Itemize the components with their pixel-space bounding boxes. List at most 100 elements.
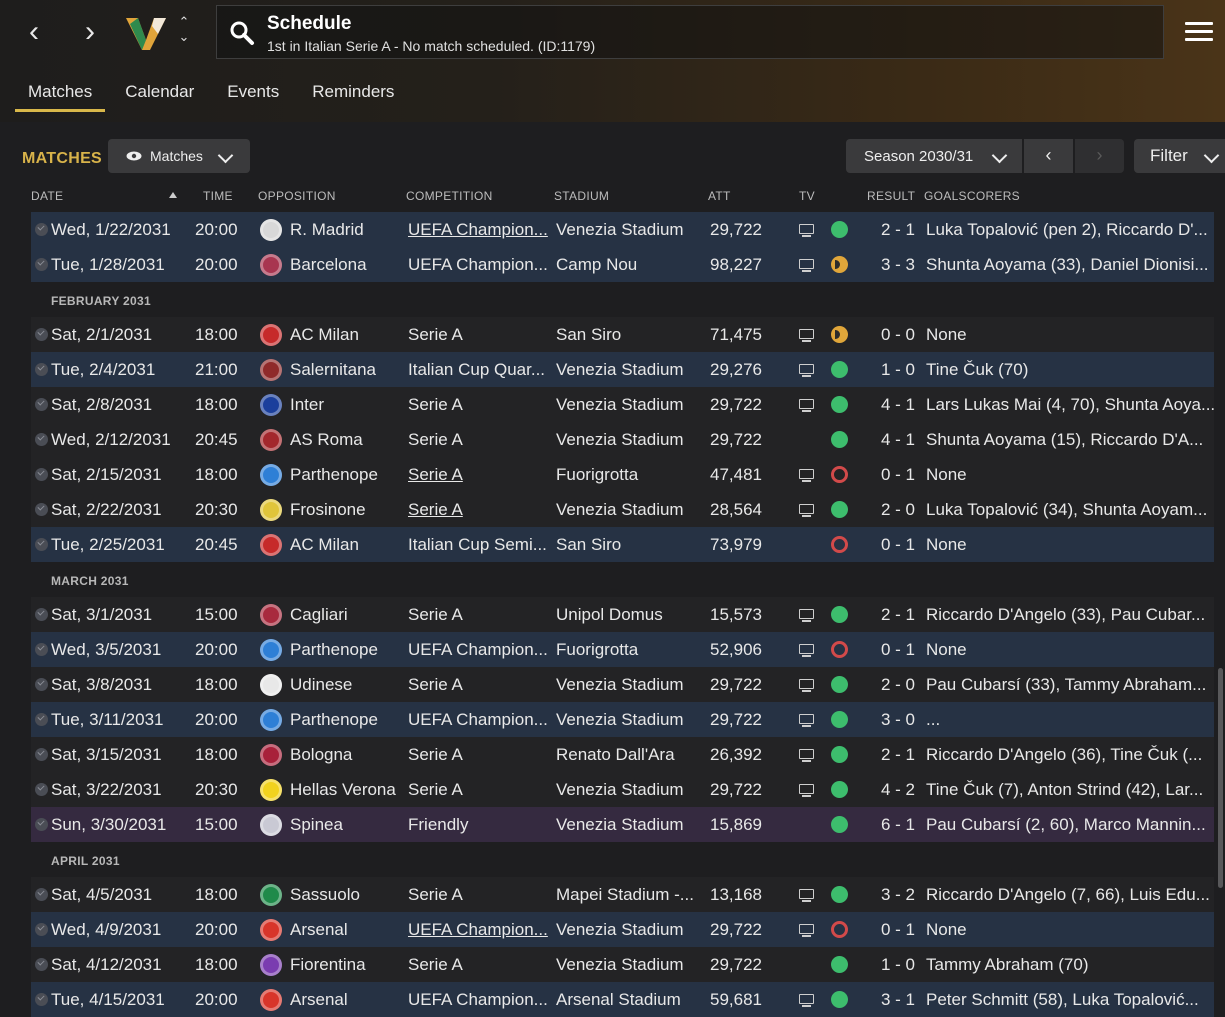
opponent-link[interactable]: Parthenope: [290, 640, 378, 659]
table-row[interactable]: Wed, 1/22/2031 20:00 R. Madrid UEFA Champio…: [31, 212, 1214, 247]
venezia-crest-icon[interactable]: [124, 14, 168, 52]
tab-reminders[interactable]: Reminders: [312, 82, 395, 101]
competition-link[interactable]: Serie A: [408, 605, 463, 624]
competition-link[interactable]: UEFA Champion...: [408, 920, 548, 939]
table-row[interactable]: Tue, 2/4/2031 21:00 Salernitana Italian Cup…: [31, 352, 1214, 387]
opponent-link[interactable]: Arsenal: [290, 920, 348, 939]
match-score[interactable]: 3 - 3: [880, 255, 916, 274]
view-dropdown[interactable]: Matches: [108, 139, 250, 173]
table-row[interactable]: Sat, 4/5/2031 18:00 Sassuolo Serie A Mapei S…: [31, 877, 1214, 912]
competition-link[interactable]: UEFA Champion...: [408, 220, 548, 239]
opponent-link[interactable]: Parthenope: [290, 710, 378, 729]
match-score[interactable]: 0 - 0: [880, 325, 916, 344]
opponent-link[interactable]: Frosinone: [290, 500, 366, 519]
opponent-link[interactable]: Cagliari: [290, 605, 348, 624]
opponent-link[interactable]: Barcelona: [290, 255, 367, 274]
tab-events[interactable]: Events: [227, 82, 280, 101]
table-row[interactable]: Sat, 2/1/2031 18:00 AC Milan Serie A San Sir…: [31, 317, 1214, 352]
competition-link[interactable]: Serie A: [408, 430, 463, 449]
opponent-link[interactable]: Bologna: [290, 745, 353, 764]
match-score[interactable]: 2 - 0: [880, 675, 916, 694]
match-score[interactable]: 3 - 2: [880, 885, 916, 904]
table-row[interactable]: Sat, 2/15/2031 18:00 Parthenope Serie A Fuor…: [31, 457, 1214, 492]
match-score[interactable]: 0 - 1: [880, 920, 916, 939]
match-score[interactable]: 2 - 1: [880, 605, 916, 624]
search-bar[interactable]: Schedule 1st in Italian Serie A - No mat…: [216, 5, 1164, 59]
table-row[interactable]: Sun, 3/30/2031 15:00 Spinea Friendly Venezia…: [31, 807, 1214, 842]
match-score[interactable]: 0 - 1: [880, 640, 916, 659]
table-row[interactable]: Sat, 4/12/2031 18:00 Fiorentina Serie A Vene…: [31, 947, 1214, 982]
column-tv[interactable]: TV: [799, 189, 815, 203]
column-att[interactable]: ATT: [708, 189, 731, 203]
back-button[interactable]: ‹: [29, 15, 39, 48]
table-row[interactable]: Sat, 2/22/2031 20:30 Frosinone Serie A Venez…: [31, 492, 1214, 527]
table-row[interactable]: Sat, 3/22/2031 20:30 Hellas Verona Serie A V…: [31, 772, 1214, 807]
opponent-link[interactable]: AS Roma: [290, 430, 363, 449]
table-row[interactable]: Tue, 1/28/2031 20:00 Barcelona UEFA Champio…: [31, 247, 1214, 282]
tab-matches[interactable]: Matches: [15, 78, 106, 112]
competition-link[interactable]: UEFA Champion...: [408, 255, 548, 274]
table-row[interactable]: Sat, 3/1/2031 15:00 Cagliari Serie A Unipol …: [31, 597, 1214, 632]
column-result[interactable]: RESULT: [867, 189, 916, 203]
menu-icon[interactable]: [1185, 22, 1213, 44]
opponent-link[interactable]: Udinese: [290, 675, 353, 694]
opponent-link[interactable]: Parthenope: [290, 465, 378, 484]
competition-link[interactable]: Serie A: [408, 325, 463, 344]
previous-season-button[interactable]: ‹: [1024, 139, 1073, 173]
table-row[interactable]: Wed, 4/9/2031 20:00 Arsenal UEFA Champion..…: [31, 912, 1214, 947]
forward-button[interactable]: ›: [85, 15, 95, 48]
competition-link[interactable]: Serie A: [408, 395, 463, 414]
opponent-link[interactable]: Spinea: [290, 815, 343, 834]
competition-link[interactable]: Serie A: [408, 500, 463, 519]
competition-link[interactable]: Italian Cup Semi...: [408, 535, 547, 554]
competition-link[interactable]: Friendly: [408, 815, 469, 834]
match-score[interactable]: 2 - 0: [880, 500, 916, 519]
scrollbar[interactable]: [1218, 668, 1223, 888]
column-stadium[interactable]: STADIUM: [554, 189, 610, 203]
table-row[interactable]: Tue, 4/15/2031 20:00 Arsenal UEFA Champion.…: [31, 982, 1214, 1017]
opponent-link[interactable]: Sassuolo: [290, 885, 360, 904]
opponent-link[interactable]: Inter: [290, 395, 325, 414]
competition-link[interactable]: Serie A: [408, 675, 463, 694]
table-row[interactable]: Tue, 2/25/2031 20:45 AC Milan Italian Cup S…: [31, 527, 1214, 562]
match-score[interactable]: 0 - 1: [880, 535, 916, 554]
opponent-link[interactable]: Salernitana: [290, 360, 377, 379]
competition-link[interactable]: UEFA Champion...: [408, 640, 548, 659]
table-row[interactable]: Sat, 3/8/2031 18:00 Udinese Serie A Venezia …: [31, 667, 1214, 702]
opponent-link[interactable]: AC Milan: [290, 535, 359, 554]
column-time[interactable]: TIME: [203, 189, 233, 203]
match-score[interactable]: 1 - 0: [880, 955, 916, 974]
table-row[interactable]: Wed, 2/12/2031 20:45 AS Roma Serie A Venezia…: [31, 422, 1214, 457]
column-date[interactable]: DATE: [31, 189, 64, 203]
opponent-link[interactable]: Hellas Verona: [290, 780, 396, 799]
competition-link[interactable]: Serie A: [408, 465, 463, 484]
opponent-link[interactable]: Arsenal: [290, 990, 348, 1009]
match-score[interactable]: 1 - 0: [880, 360, 916, 379]
match-score[interactable]: 2 - 1: [880, 745, 916, 764]
column-goalscorers[interactable]: GOALSCORERS: [924, 189, 1020, 203]
tab-calendar[interactable]: Calendar: [125, 82, 195, 101]
opponent-link[interactable]: R. Madrid: [290, 220, 364, 239]
opponent-link[interactable]: AC Milan: [290, 325, 359, 344]
match-score[interactable]: 6 - 1: [880, 815, 916, 834]
table-row[interactable]: Sat, 2/8/2031 18:00 Inter Serie A Venezia St…: [31, 387, 1214, 422]
filter-button[interactable]: Filter: [1134, 139, 1225, 173]
competition-link[interactable]: UEFA Champion...: [408, 990, 548, 1009]
match-score[interactable]: 4 - 1: [880, 430, 916, 449]
match-score[interactable]: 3 - 1: [880, 990, 916, 1009]
table-row[interactable]: Sat, 3/15/2031 18:00 Bologna Serie A Renato …: [31, 737, 1214, 772]
column-opposition[interactable]: OPPOSITION: [258, 189, 336, 203]
competition-link[interactable]: Serie A: [408, 885, 463, 904]
season-dropdown[interactable]: Season 2030/31: [846, 139, 1022, 173]
competition-link[interactable]: Serie A: [408, 745, 463, 764]
competition-link[interactable]: Italian Cup Quar...: [408, 360, 546, 379]
match-score[interactable]: 4 - 2: [880, 780, 916, 799]
match-score[interactable]: 2 - 1: [880, 220, 916, 239]
match-score[interactable]: 0 - 1: [880, 465, 916, 484]
competition-link[interactable]: UEFA Champion...: [408, 710, 548, 729]
competition-link[interactable]: Serie A: [408, 780, 463, 799]
column-competition[interactable]: COMPETITION: [406, 189, 493, 203]
match-score[interactable]: 3 - 0: [880, 710, 916, 729]
club-switch-icon[interactable]: ⌃ ⌄: [178, 14, 190, 44]
match-score[interactable]: 4 - 1: [880, 395, 916, 414]
